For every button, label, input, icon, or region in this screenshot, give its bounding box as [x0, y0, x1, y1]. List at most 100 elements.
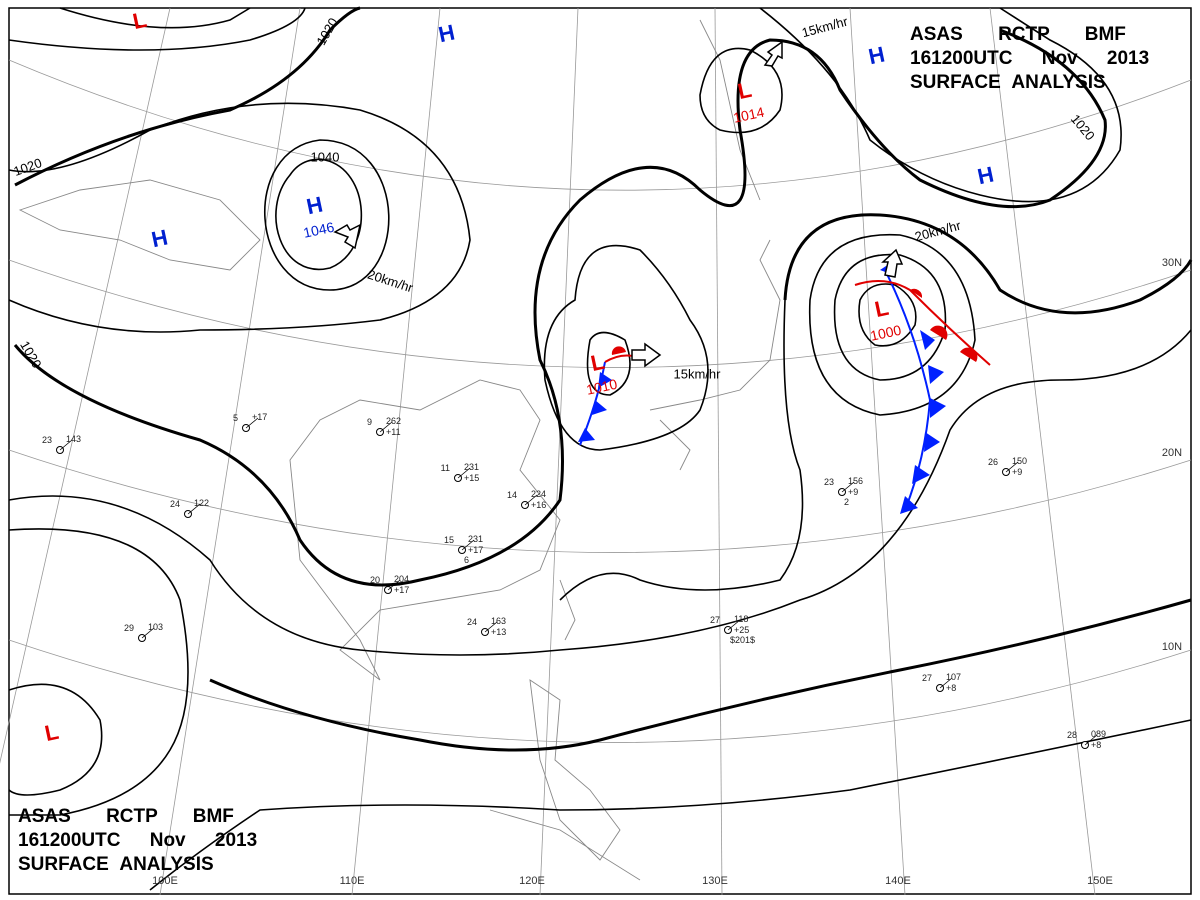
- front-symbol: [611, 346, 626, 355]
- movement-label: 15km/hr: [674, 366, 722, 381]
- isobar: [8, 102, 471, 333]
- parallel: [8, 259, 1192, 368]
- wind-barb: [457, 467, 471, 479]
- latitude-label: 30N: [1162, 257, 1182, 269]
- station-value: 231: [464, 462, 479, 472]
- header: ASAS RCTP BMF 161200UTC Nov 2013 SURFACE…: [910, 24, 1149, 93]
- header-line: 161200UTC Nov 2013: [18, 830, 257, 851]
- isobar: [586, 331, 631, 396]
- isobar-label: 1040: [311, 149, 340, 164]
- pressure-center-label: L: [872, 295, 890, 322]
- wind-barb: [484, 621, 498, 633]
- station-plot: 15 231+176: [444, 534, 483, 565]
- isobar: [808, 233, 976, 416]
- header: ASAS RCTP BMF 161200UTC Nov 2013 SURFACE…: [18, 806, 257, 875]
- station-value: 156: [848, 476, 863, 486]
- longitude-label: 130E: [702, 875, 728, 887]
- isobar: [13, 28, 1107, 587]
- wind-barb: [387, 579, 401, 591]
- station-value: +8: [946, 683, 956, 693]
- pressure-center-label: H: [975, 161, 996, 189]
- station-plot: 5 +17: [233, 412, 267, 432]
- coast: [529, 679, 621, 861]
- station-value: 118: [734, 614, 748, 624]
- station-value: 23: [42, 435, 52, 445]
- station-value: 5: [233, 413, 238, 423]
- longitude-label: 100E: [152, 875, 178, 887]
- movement-arrow: [881, 248, 904, 278]
- station-value: 9: [367, 417, 372, 427]
- coast: [659, 419, 691, 471]
- station-value: 150: [1012, 456, 1027, 466]
- station-value: 262: [386, 416, 401, 426]
- station-plot: 23 156+92: [824, 476, 863, 507]
- station-plot: 24 163+13: [467, 616, 506, 637]
- wind-barb: [524, 494, 538, 506]
- station-value: +8: [1091, 740, 1101, 750]
- front-symbol: [910, 288, 923, 298]
- coast: [699, 19, 761, 201]
- station-value: 15: [444, 535, 454, 545]
- movement-arrow: [631, 342, 662, 368]
- front-symbol: [960, 347, 978, 362]
- front-symbol: [912, 465, 930, 484]
- wind-barb: [727, 619, 741, 631]
- station-value: +15: [464, 473, 479, 483]
- meridian: [849, 7, 906, 896]
- station-value: 231: [468, 534, 483, 544]
- meridian: [714, 7, 723, 896]
- map-frame: [8, 7, 1192, 895]
- station-value: 224: [531, 489, 546, 499]
- pressure-center-label: H: [866, 41, 887, 69]
- front-symbol: [930, 398, 946, 418]
- station-value: +16: [531, 500, 546, 510]
- station-value: +11: [386, 427, 401, 437]
- station-value: +25: [734, 625, 749, 635]
- pressure-center-label: L: [735, 77, 753, 104]
- pressure-center-label: L: [42, 719, 60, 746]
- wind-barb: [1005, 461, 1019, 473]
- front-symbol: [928, 365, 944, 384]
- station-value: 143: [66, 434, 81, 444]
- station-value: 089: [1091, 729, 1106, 739]
- station-value: 24: [467, 617, 477, 627]
- station-value: 11: [441, 463, 450, 473]
- isobar: [858, 283, 917, 347]
- coast: [489, 809, 641, 881]
- wind-barb: [939, 677, 953, 689]
- wind-barb: [461, 539, 475, 551]
- wind-barb: [187, 503, 201, 515]
- station-value: +9: [848, 487, 858, 497]
- station-value: 23: [824, 477, 834, 487]
- coast: [649, 239, 781, 411]
- isobar: [14, 6, 361, 187]
- meridian: [0, 7, 171, 764]
- movement-arrows: [333, 40, 904, 368]
- front-symbol: [900, 496, 918, 514]
- parallel: [8, 59, 1192, 191]
- parallel: [8, 449, 1192, 553]
- movement-arrow: [333, 223, 362, 250]
- station-value: 103: [148, 622, 163, 632]
- header-line: ASAS RCTP BMF: [910, 24, 1126, 45]
- station-value: 24: [170, 499, 180, 509]
- station-value: $201$: [730, 635, 755, 645]
- station-value: 163: [491, 616, 506, 626]
- isobar: [275, 158, 363, 271]
- coast: [289, 379, 561, 681]
- station-value: +9: [1012, 467, 1022, 477]
- longitude-label: 140E: [885, 875, 911, 887]
- coast: [559, 579, 576, 641]
- isobar: [209, 598, 1192, 752]
- header-line: SURFACE ANALYSIS: [910, 72, 1106, 93]
- warm-front: [854, 280, 991, 366]
- wind-barb: [1084, 734, 1098, 746]
- station-plot: 27 118+25$201$: [710, 614, 755, 645]
- isobar: [699, 47, 783, 134]
- coastlines: [18, 19, 781, 881]
- station-plot: 29 103: [124, 622, 163, 642]
- graticule: [0, 7, 1192, 896]
- station-plot: 9 262+11: [367, 416, 401, 437]
- station-value: 28: [1067, 730, 1077, 740]
